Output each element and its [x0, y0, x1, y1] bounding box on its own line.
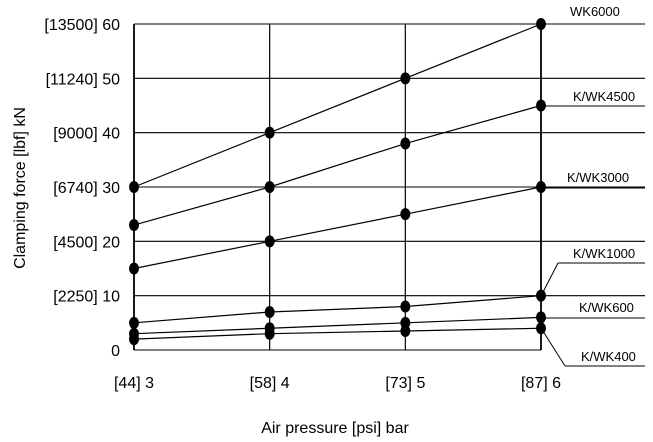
data-point — [536, 311, 546, 324]
series-line-5 — [133, 327, 542, 340]
series-label-5: K/WK400 — [581, 349, 636, 364]
y-tick-label: [9000] 40 — [53, 126, 120, 143]
series-label-0: WK6000 — [570, 4, 620, 19]
data-point — [400, 300, 411, 313]
series-line-3 — [133, 295, 542, 324]
x-tick-label: [58] 4 — [250, 375, 290, 392]
series-labels: WK6000 K/WK4500 K/WK3000 K/WK1000 K/WK600 K/W… — [567, 4, 636, 364]
x-tick-labels: [44] 3 [58] 4 [73] 5 [87] 6 — [114, 375, 561, 392]
series-lines — [133, 23, 542, 340]
data-point — [264, 181, 275, 193]
data-points — [129, 18, 546, 346]
data-point — [264, 305, 275, 318]
x-tick-label: [73] 5 — [385, 375, 425, 392]
data-point — [264, 235, 275, 248]
y-tick-label: [4500] 20 — [53, 234, 120, 251]
y-tick-label: [6740] 30 — [53, 180, 120, 197]
data-point — [264, 126, 275, 139]
y-tick-labels: 0 [2250] 10 [4500] 20 [6740] 30 [9000] 40 [11… — [44, 17, 120, 360]
data-point — [536, 322, 546, 335]
data-point — [400, 137, 411, 150]
y-tick-label: [2250] 10 — [53, 289, 120, 306]
data-point — [129, 219, 139, 232]
data-point — [129, 262, 139, 275]
series-label-1: K/WK4500 — [573, 89, 635, 104]
x-tick-label: [44] 3 — [114, 375, 154, 392]
series-line-0 — [133, 23, 542, 188]
data-point — [400, 324, 411, 337]
x-tick-label: [87] 6 — [521, 375, 561, 392]
leader-line — [540, 262, 559, 297]
series-line-4 — [133, 316, 542, 335]
data-point — [536, 18, 546, 30]
series-label-3: K/WK1000 — [573, 246, 635, 261]
leader-line — [540, 327, 566, 367]
data-point — [536, 289, 546, 302]
series-line-1 — [133, 104, 542, 226]
data-point — [400, 208, 411, 221]
y-tick-label: 0 — [111, 343, 120, 360]
data-point — [536, 181, 546, 193]
data-point — [536, 99, 546, 112]
series-label-4: K/WK600 — [579, 300, 634, 315]
grid-lines — [133, 23, 645, 351]
y-tick-label: [11240] 50 — [46, 71, 121, 88]
data-point — [129, 333, 139, 346]
series-label-leaders — [540, 23, 645, 367]
data-point — [264, 327, 275, 340]
data-point — [400, 72, 411, 85]
y-axis-label: Clamping force [lbf] kN — [12, 107, 29, 269]
x-axis-label: Air pressure [psi] bar — [261, 420, 409, 437]
series-line-2 — [133, 186, 542, 270]
data-point — [129, 181, 139, 193]
series-label-2: K/WK3000 — [567, 170, 629, 185]
y-tick-label: [13500] 60 — [44, 17, 120, 34]
data-point — [129, 316, 139, 329]
